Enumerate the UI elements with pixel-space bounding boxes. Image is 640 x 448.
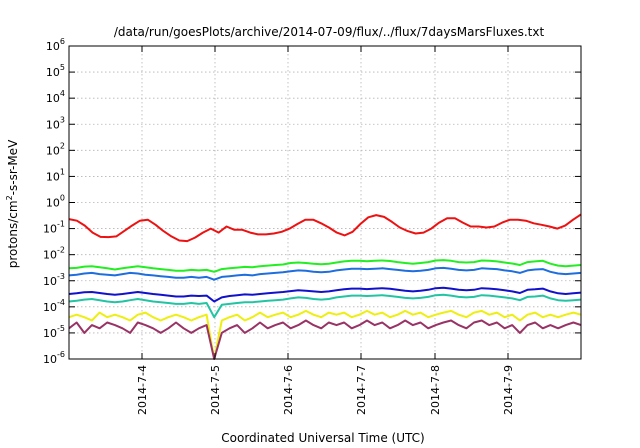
x-axis-ticks: 2014-7-4 2014-7-5 2014-7-6 2014-7-7 2014-7-8… (136, 46, 515, 415)
y-tick-label: 104 (46, 89, 65, 105)
series-line (68, 286, 582, 303)
x-tick-label: 2014-7-8 (429, 365, 442, 415)
series-line (68, 259, 582, 273)
y-tick-label: 10-4 (43, 298, 65, 314)
y-tick-label: 103 (46, 115, 65, 131)
y-tick-label: 106 (46, 37, 65, 53)
y-tick-label: 10-5 (43, 324, 65, 340)
y-tick-label: 10-1 (43, 220, 65, 236)
y-axis-label: protons/cm2-s-sr-MeV (5, 139, 20, 268)
data-series (68, 213, 582, 360)
series-line (68, 319, 582, 360)
y-tick-label: 100 (46, 194, 65, 210)
x-axis-label: Coordinated Universal Time (UTC) (221, 431, 424, 445)
x-tick-label: 2014-7-9 (502, 365, 515, 415)
series-line (68, 213, 582, 243)
x-tick-label: 2014-7-7 (355, 365, 368, 415)
x-tick-label: 2014-7-4 (136, 365, 149, 415)
y-axis-ticks: 10-6 10-5 10-4 10-3 10-2 10-1 100 101 102 103 104 1… (43, 37, 581, 366)
x-tick-label: 2014-7-5 (209, 365, 222, 415)
series-line (68, 309, 582, 360)
x-tick-label: 2014-7-6 (282, 365, 295, 415)
grid-lines (69, 46, 581, 359)
y-tick-label: 10-6 (43, 350, 65, 366)
y-tick-label: 101 (46, 167, 65, 183)
series-line (68, 266, 582, 281)
y-tick-label: 10-3 (43, 272, 65, 288)
chart-title: /data/run/goesPlots/archive/2014-07-09/f… (114, 25, 545, 39)
y-tick-label: 105 (46, 63, 65, 79)
series-line (68, 293, 582, 319)
y-tick-label: 10-2 (43, 246, 65, 262)
y-tick-label: 102 (46, 141, 65, 157)
